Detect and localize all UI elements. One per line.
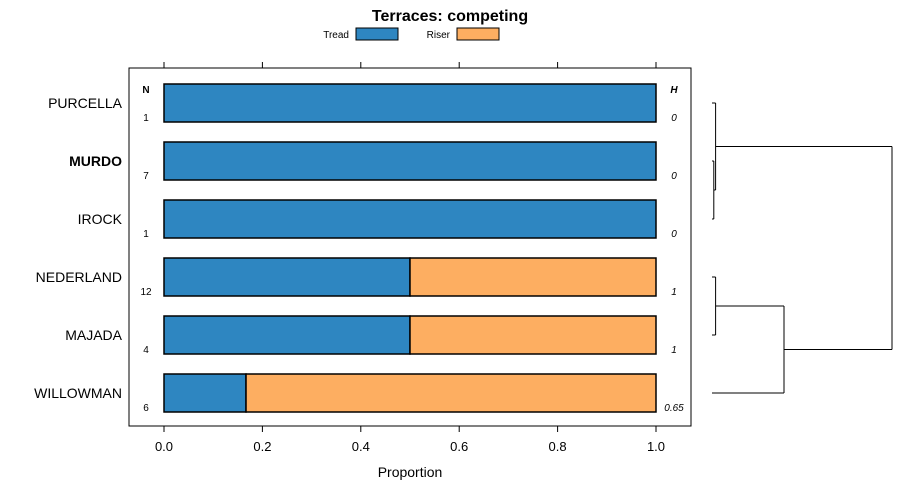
n-value-nederland: 12 [140,287,152,298]
n-column: N 1 7 1 12 4 6 [140,85,152,414]
category-label-irock: IROCK [78,211,123,227]
bar-murdo-tread [163,141,657,181]
h-value-irock: 0 [671,229,677,240]
n-value-murdo: 7 [143,171,149,182]
h-value-majada: 1 [671,345,677,356]
x-tick-label-3: 0.6 [450,439,468,454]
bar-irock-tread [163,199,657,239]
bar-willowman-tread [163,373,247,413]
category-label-willowman: WILLOWMAN [34,385,122,401]
legend: Tread Riser [323,27,500,41]
x-tick-label-0: 0.0 [155,439,173,454]
x-tick-label-2: 0.4 [352,439,370,454]
h-header: H [670,85,678,96]
bar-majada-riser [409,315,657,355]
h-value-nederland: 1 [671,287,677,298]
legend-swatch-riser [456,27,500,41]
n-value-majada: 4 [143,345,149,356]
bar-willowman-riser [245,373,657,413]
n-value-purcella: 1 [143,113,149,124]
dendrogram [712,102,893,394]
x-tick-label-1: 0.2 [253,439,271,454]
n-value-willowman: 6 [143,403,149,414]
legend-label-riser: Riser [427,30,451,41]
bars [163,83,657,413]
legend-swatch-tread [355,27,399,41]
h-value-murdo: 0 [671,171,677,182]
x-axis: 0.0 0.2 0.4 0.6 0.8 1.0 [155,62,665,454]
bar-nederland-riser [409,257,657,297]
h-value-willowman: 0.65 [664,403,684,414]
h-value-purcella: 0 [671,113,677,124]
category-label-murdo: MURDO [69,153,122,169]
legend-label-tread: Tread [323,30,349,41]
category-label-nederland: NEDERLAND [36,269,122,285]
chart-title: Terraces: competing [372,8,528,25]
x-tick-label-5: 1.0 [647,439,665,454]
bar-nederland-tread [163,257,411,297]
bar-purcella-tread [163,83,657,123]
x-tick-label-4: 0.8 [549,439,567,454]
category-label-purcella: PURCELLA [48,95,123,111]
n-value-irock: 1 [143,229,149,240]
category-labels: PURCELLA MURDO IROCK NEDERLAND MAJADA WILLOWM… [34,95,123,401]
x-axis-title: Proportion [378,464,443,480]
n-header: N [142,85,149,96]
category-label-majada: MAJADA [65,327,122,343]
bar-majada-tread [163,315,411,355]
h-column: H 0 0 0 1 1 0.65 [664,85,684,414]
plot-frame [128,67,692,427]
